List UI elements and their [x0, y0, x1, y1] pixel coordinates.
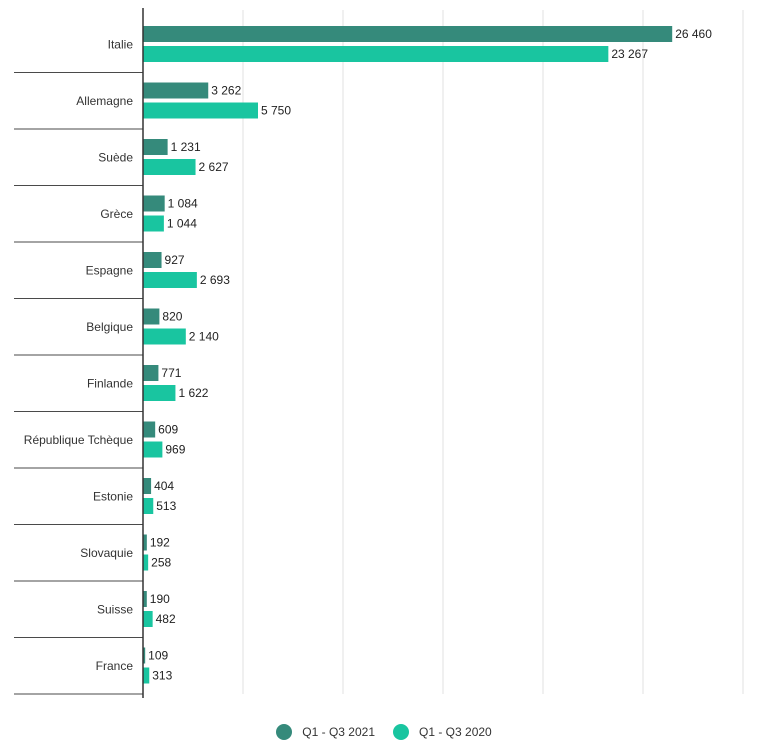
bars [143, 26, 673, 684]
data-label: 609 [158, 423, 178, 437]
data-label: 771 [161, 366, 181, 380]
bar [143, 441, 163, 458]
bar [143, 82, 209, 99]
legend-item-2020[interactable]: Q1 - Q3 2020 [393, 724, 492, 740]
legend-swatch-2021 [276, 724, 293, 740]
data-label: 2 140 [189, 330, 219, 344]
category-label: Suède [98, 150, 133, 164]
row-separators [14, 72, 143, 695]
data-label: 313 [152, 669, 172, 683]
bar [143, 252, 162, 268]
bar-chart: Italie Allemagne Suède Grèce Espagne Belgique… [14, 8, 744, 698]
category-label: Estonie [93, 489, 133, 503]
bar [143, 478, 152, 494]
bar [143, 102, 258, 119]
bar [143, 195, 165, 212]
data-label: 3 262 [211, 84, 241, 98]
category-label: République Tchèque [24, 433, 134, 447]
category-label: Espagne [86, 263, 134, 277]
category-labels: Italie Allemagne Suède Grèce Espagne Belgique… [24, 37, 134, 673]
data-label: 482 [156, 612, 176, 626]
legend-item-2021[interactable]: Q1 - Q3 2021 [276, 724, 375, 740]
category-label: France [96, 659, 134, 673]
data-label: 2 627 [199, 160, 229, 174]
data-label: 192 [150, 536, 170, 550]
bar [143, 26, 673, 42]
category-label: Suisse [97, 602, 133, 616]
legend-swatch-2020 [393, 724, 409, 740]
bar [143, 667, 150, 684]
bar [143, 328, 186, 345]
category-label: Grèce [100, 207, 133, 221]
data-label: 23 267 [611, 47, 648, 61]
data-label: 190 [150, 592, 170, 606]
bar [143, 215, 164, 232]
bar [143, 272, 197, 288]
bar [143, 554, 149, 571]
category-label: Belgique [86, 320, 133, 334]
bar [143, 159, 196, 175]
data-label: 404 [154, 479, 174, 493]
category-label: Italie [108, 37, 134, 51]
data-label: 1 044 [167, 217, 197, 231]
bar [143, 385, 176, 401]
data-label: 1 084 [168, 197, 198, 211]
bar [143, 421, 156, 438]
bar [143, 498, 154, 514]
data-label: 109 [148, 649, 168, 663]
data-label: 26 460 [675, 27, 712, 41]
data-label: 2 693 [200, 273, 230, 287]
data-label: 820 [162, 310, 182, 324]
data-label: 927 [165, 253, 185, 267]
gridlines [242, 10, 744, 694]
legend-label-2021: Q1 - Q3 2021 [302, 725, 375, 739]
bar [143, 591, 147, 607]
bar [143, 534, 147, 551]
category-label: Finlande [87, 376, 133, 390]
category-label: Slovaquie [80, 546, 133, 560]
bar [143, 611, 153, 627]
data-label: 513 [156, 499, 176, 513]
bar [143, 46, 609, 62]
bar [143, 139, 168, 155]
category-label: Allemagne [76, 94, 133, 108]
data-label: 5 750 [261, 104, 291, 118]
bar [143, 308, 160, 325]
data-label: 1 231 [171, 140, 201, 154]
bar [143, 647, 146, 664]
value-labels: 26 460 23 267 3 262 5 750 1 231 2 627 1 084 1 0… [148, 27, 712, 683]
data-label: 969 [165, 443, 185, 457]
legend-label-2020: Q1 - Q3 2020 [419, 725, 492, 739]
data-label: 258 [151, 556, 171, 570]
data-label: 1 622 [178, 386, 208, 400]
legend: Q1 - Q3 2021 Q1 - Q3 2020 [0, 720, 768, 744]
bar [143, 365, 159, 381]
